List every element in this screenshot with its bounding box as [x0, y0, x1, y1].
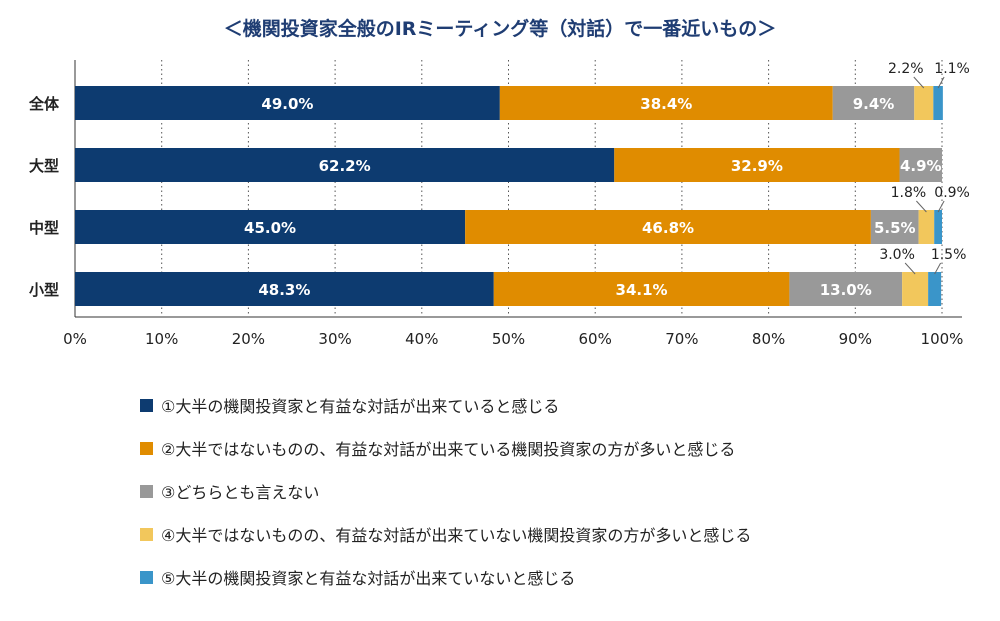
data-label: 5.5% — [874, 219, 916, 237]
leader-line — [904, 262, 916, 275]
x-tick-label: 100% — [921, 330, 964, 348]
bar-segment — [75, 272, 494, 306]
bar-segment — [614, 148, 900, 182]
leader-line — [916, 200, 927, 213]
legend-swatch — [140, 570, 153, 584]
data-label: 62.2% — [319, 157, 371, 175]
leader-line — [913, 76, 925, 89]
x-tick-label: 30% — [318, 330, 351, 348]
legend-label: ①大半の機関投資家と有益な対話が出来ていると感じる — [161, 397, 560, 416]
data-label: 45.0% — [244, 219, 296, 237]
data-label: 1.1% — [934, 61, 970, 77]
bar-segment — [933, 86, 943, 120]
data-label: 0.9% — [934, 185, 970, 201]
legend-item: ③どちらとも言えない — [140, 480, 751, 502]
legend-swatch — [140, 441, 153, 455]
legend-label: ⑤大半の機関投資家と有益な対話が出来ていないと感じる — [161, 569, 576, 588]
category-label: 全体 — [28, 95, 60, 113]
category-label: 小型 — [29, 281, 59, 299]
x-tick-label: 80% — [752, 330, 785, 348]
category-label: 大型 — [29, 157, 59, 175]
legend-item: ①大半の機関投資家と有益な対話が出来ていると感じる — [140, 394, 751, 416]
data-label: 4.9% — [900, 157, 942, 175]
x-tick-label: 10% — [145, 330, 178, 348]
legend-label: ③どちらとも言えない — [161, 483, 320, 502]
bar-segment — [499, 86, 833, 120]
data-label: 2.2% — [888, 61, 924, 77]
bar-segment — [870, 210, 919, 244]
legend: ①大半の機関投資家と有益な対話が出来ていると感じる ②大半ではないものの、有益な対… — [140, 394, 751, 609]
x-tick-label: 20% — [232, 330, 265, 348]
legend-item: ②大半ではないものの、有益な対話が出来ている機関投資家の方が多いと感じる — [140, 437, 751, 459]
data-label: 48.3% — [258, 281, 310, 299]
bar-segment — [465, 210, 871, 244]
bar-segment — [832, 86, 915, 120]
leader-line — [937, 200, 945, 213]
bar-segment — [493, 272, 790, 306]
x-tick-label: 50% — [492, 330, 525, 348]
bar-segment — [789, 272, 903, 306]
data-label: 34.1% — [616, 281, 668, 299]
x-tick-label: 90% — [839, 330, 872, 348]
data-label: 1.8% — [891, 185, 927, 201]
bars — [75, 76, 945, 306]
x-tick-label: 40% — [405, 330, 438, 348]
bar-segment — [75, 86, 500, 120]
data-label: 49.0% — [261, 95, 313, 113]
data-label: 46.8% — [642, 219, 694, 237]
leader-line — [937, 76, 945, 89]
legend-swatch — [140, 527, 153, 541]
bar-segment — [899, 148, 942, 182]
data-label: 32.9% — [731, 157, 783, 175]
bar-segment — [928, 272, 942, 306]
data-label: 38.4% — [640, 95, 692, 113]
bar-segment — [902, 272, 929, 306]
legend-item: ⑤大半の機関投資家と有益な対話が出来ていないと感じる — [140, 566, 751, 588]
legend-swatch — [140, 484, 153, 498]
legend-item: ④大半ではないものの、有益な対話が出来ていない機関投資家の方が多いと感じる — [140, 523, 751, 545]
category-label: 中型 — [29, 219, 59, 237]
x-tick-label: 60% — [579, 330, 612, 348]
chart-title: ＜機関投資家全般のIRミーティング等（対話）で一番近いもの＞ — [223, 18, 777, 40]
data-label: 9.4% — [853, 95, 895, 113]
bar-segment — [75, 210, 466, 244]
bar-segment — [75, 148, 615, 182]
labels: 0% 10% 20% 30% 40% 50% 60% 70% 80% 90% 100% 全体大型中型小… — [28, 61, 970, 348]
stacked-bar-chart: 0% 10% 20% 30% 40% 50% 60% 70% 80% 90% 100% 全体大型中型小… — [28, 60, 970, 348]
leader-line — [934, 262, 942, 275]
legend-label: ④大半ではないものの、有益な対話が出来ていない機関投資家の方が多いと感じる — [161, 526, 752, 545]
x-tick-label: 0% — [63, 330, 87, 348]
legend-swatch — [140, 398, 153, 412]
data-label: 3.0% — [879, 247, 915, 263]
bar-segment — [918, 210, 935, 244]
data-label: 1.5% — [931, 247, 967, 263]
bar-segment — [914, 86, 934, 120]
x-tick-label: 70% — [665, 330, 698, 348]
data-label: 13.0% — [820, 281, 872, 299]
bar-segment — [934, 210, 942, 244]
legend-label: ②大半ではないものの、有益な対話が出来ている機関投資家の方が多いと感じる — [161, 440, 736, 459]
